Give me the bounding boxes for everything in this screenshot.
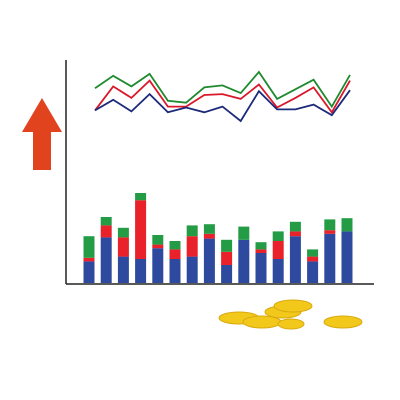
line-line_green [94,70,351,109]
bar-green-5 [152,235,164,245]
bar-blue-2 [100,237,112,283]
bar-red-5 [152,244,164,249]
bar-blue-5 [152,248,164,283]
line-series-group [94,70,351,123]
coins-icon [218,299,363,330]
bar-red-14 [307,256,319,262]
bar-red-1 [83,257,95,262]
bar-blue-12 [272,259,284,283]
bar-blue-7 [186,256,198,283]
bar-blue-8 [203,238,215,283]
bar-blue-16 [341,231,353,283]
bar-blue-3 [117,256,129,283]
bar-blue-14 [307,261,319,283]
bar-green-13 [289,221,301,232]
bar-green-11 [255,242,267,250]
bar-green-2 [100,217,112,226]
bar-blue-13 [289,236,301,283]
bar-red-4 [135,200,147,259]
bar-red-8 [203,233,215,239]
bar-red-11 [255,249,267,253]
coin-6 [323,315,363,329]
bar-red-6 [169,249,181,259]
line-line_navy [94,89,351,123]
bar-green-12 [272,231,284,241]
bar-red-15 [324,230,336,234]
bar-blue-6 [169,259,181,283]
bar-green-7 [186,225,198,237]
bar-series-group [83,193,353,283]
bar-blue-11 [255,253,267,283]
bar-blue-4 [135,259,147,283]
bar-blue-10 [238,239,250,283]
coin-4 [277,318,305,330]
bar-green-6 [169,241,181,250]
bar-red-13 [289,231,301,237]
bar-green-9 [221,239,233,252]
bar-red-7 [186,236,198,257]
bar-blue-1 [83,261,95,283]
coin-5 [273,299,313,313]
bar-green-14 [307,249,319,257]
bar-green-15 [324,219,336,231]
up-arrow-icon [22,98,62,170]
bar-green-16 [341,218,353,232]
bar-green-8 [203,224,215,234]
bar-blue-15 [324,233,336,283]
bar-green-1 [83,236,95,258]
bar-red-3 [117,237,129,257]
bar-green-10 [238,226,250,240]
line-line_red [94,79,351,114]
bar-red-12 [272,241,284,259]
bar-red-9 [221,251,233,265]
bar-green-4 [135,193,147,201]
bar-red-2 [100,225,112,238]
bar-green-3 [117,227,129,238]
bar-blue-9 [221,265,233,283]
